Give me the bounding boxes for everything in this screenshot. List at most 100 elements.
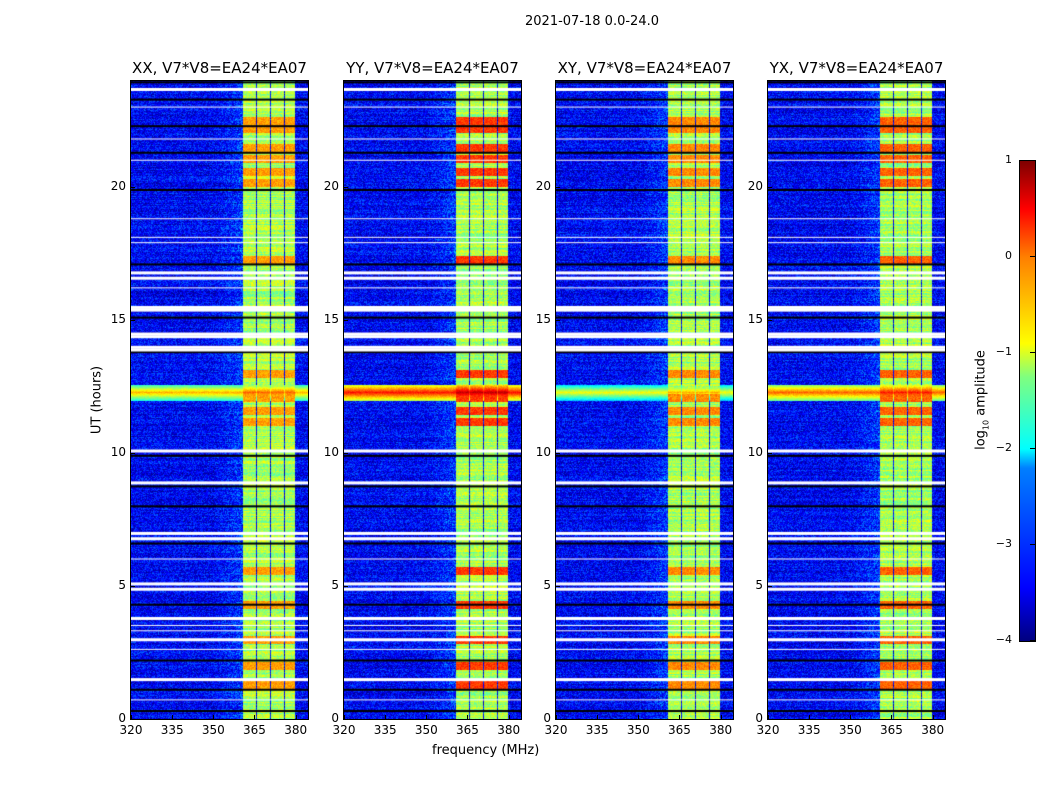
x-tick [254, 715, 256, 719]
heatmap-image [131, 81, 308, 719]
heatmap-panel [343, 80, 522, 720]
heatmap-image [768, 81, 945, 719]
x-tick [679, 715, 681, 719]
x-tick [638, 715, 640, 719]
x-tick [508, 715, 510, 719]
x-tick-label: 365 [668, 723, 691, 737]
x-tick-label: 335 [797, 723, 821, 737]
y-tick [131, 453, 135, 455]
y-tick-label: 5 [118, 578, 126, 593]
x-tick [213, 715, 215, 719]
panel-title: YX, V7*V8=EA24*EA07 [769, 59, 944, 77]
x-tick-label: 350 [414, 723, 438, 737]
y-tick [556, 719, 560, 720]
y-axis-label: UT (hours) [89, 365, 105, 435]
colorbar [1019, 160, 1036, 642]
figure-suptitle: 2021-07-18 0.0-24.0 [525, 14, 659, 29]
heatmap-panel [555, 80, 734, 720]
x-tick-label: 365 [456, 723, 479, 737]
y-tick [344, 586, 348, 588]
colorbar-tick [1030, 256, 1035, 257]
x-tick-label: 320 [544, 723, 568, 737]
x-tick-label: 350 [838, 723, 862, 737]
x-tick-label: 380 [284, 723, 308, 737]
y-tick [768, 586, 772, 588]
x-tick [467, 715, 469, 719]
y-tick-label: 10 [535, 445, 551, 460]
heatmap-image [556, 81, 733, 719]
colorbar-tick-label: −3 [995, 537, 1012, 550]
x-tick [597, 715, 599, 719]
y-tick [131, 719, 135, 720]
colorbar-tick [1030, 544, 1035, 545]
colorbar-label: log10 amplitude [974, 350, 991, 450]
colorbar-tick-label: −2 [995, 441, 1012, 454]
y-tick [344, 320, 348, 322]
colorbar-tick [1030, 160, 1035, 161]
x-tick [720, 715, 722, 719]
x-tick-label: 380 [921, 723, 945, 737]
y-tick-label: 0 [118, 711, 126, 725]
colorbar-label-log: log [973, 430, 989, 450]
y-tick-label: 5 [543, 578, 551, 593]
y-tick [131, 586, 135, 588]
y-tick [344, 453, 348, 455]
x-tick [172, 715, 174, 719]
x-tick [426, 715, 428, 719]
heatmap-panel [130, 80, 309, 720]
x-tick [891, 715, 893, 719]
y-tick [556, 187, 560, 189]
y-tick [768, 453, 772, 455]
y-tick-label: 20 [747, 179, 763, 194]
x-tick-label: 320 [756, 723, 780, 737]
x-tick [850, 715, 852, 719]
x-tick [809, 715, 811, 719]
x-tick-label: 350 [201, 723, 225, 737]
y-tick [131, 187, 135, 189]
y-tick-label: 10 [110, 445, 126, 460]
x-tick [556, 715, 557, 719]
y-tick [344, 719, 348, 720]
colorbar-tick-label: 1 [1005, 153, 1012, 166]
colorbar-tick-label: −1 [995, 345, 1012, 358]
y-tick-label: 10 [747, 445, 763, 460]
y-tick [344, 187, 348, 189]
x-tick-label: 365 [243, 723, 266, 737]
colorbar-label-sub: 10 [981, 419, 991, 431]
x-tick-label: 350 [626, 723, 650, 737]
x-tick-label: 335 [585, 723, 609, 737]
y-tick [131, 320, 135, 322]
colorbar-tick-label: −4 [995, 633, 1012, 646]
colorbar-tick [1030, 640, 1035, 641]
x-tick-label: 335 [373, 723, 397, 737]
y-tick-label: 0 [331, 711, 339, 725]
x-tick-label: 380 [709, 723, 733, 737]
y-tick [768, 320, 772, 322]
panel-title: XY, V7*V8=EA24*EA07 [557, 59, 732, 77]
colorbar-label-rest: amplitude [973, 350, 989, 420]
y-tick-label: 15 [747, 312, 763, 327]
y-tick [556, 453, 560, 455]
y-tick [768, 719, 772, 720]
heatmap-panel [767, 80, 946, 720]
x-tick [768, 715, 769, 719]
colorbar-tick [1030, 352, 1035, 353]
y-tick [768, 187, 772, 189]
y-tick-label: 15 [323, 312, 339, 327]
y-tick [556, 320, 560, 322]
x-tick [131, 715, 132, 719]
y-tick-label: 0 [755, 711, 763, 725]
heatmap-image [344, 81, 521, 719]
panel-title: XX, V7*V8=EA24*EA07 [132, 59, 307, 77]
colorbar-tick-label: 0 [1005, 249, 1012, 262]
y-tick-label: 20 [535, 179, 551, 194]
y-tick-label: 5 [331, 578, 339, 593]
x-tick [385, 715, 387, 719]
colorbar-tick [1030, 448, 1035, 449]
y-tick-label: 15 [535, 312, 551, 327]
y-tick-label: 20 [110, 179, 126, 194]
x-tick [344, 715, 345, 719]
y-tick-label: 0 [543, 711, 551, 725]
x-axis-label: frequency (MHz) [432, 743, 540, 758]
